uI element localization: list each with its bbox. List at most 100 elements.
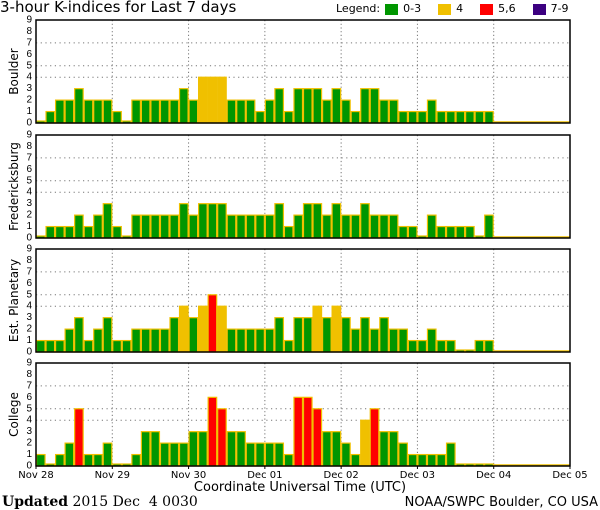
bar (45, 225, 56, 239)
bar (445, 110, 456, 124)
bar (178, 442, 189, 467)
legend-swatch-0-3 (385, 3, 399, 15)
bar (131, 453, 141, 467)
bar (274, 88, 285, 124)
y-tick-label: 5 (26, 403, 32, 414)
bar (465, 110, 475, 124)
bar (369, 214, 380, 239)
panel-frame (35, 362, 571, 467)
y-tick-label: 0 (26, 233, 32, 244)
bar (360, 203, 370, 239)
bar (255, 442, 265, 467)
bar (255, 328, 265, 353)
bar (169, 214, 180, 239)
y-tick-label: 1 (26, 106, 32, 117)
bar (331, 305, 342, 353)
panel-frame (35, 19, 571, 124)
bar (445, 225, 456, 239)
bar (45, 110, 56, 124)
bar (321, 214, 332, 239)
y-tick-label: 9 (26, 130, 32, 141)
x-tick-label: Dec 01 (247, 470, 282, 481)
bar (445, 339, 456, 353)
bar (264, 442, 275, 467)
bar (312, 88, 323, 124)
bar (150, 214, 161, 239)
bar (474, 110, 485, 124)
bar (226, 214, 237, 239)
bar (64, 225, 75, 239)
y-tick-label: 6 (26, 278, 32, 289)
y-tick-label: 4 (26, 415, 32, 426)
bar (398, 442, 408, 467)
x-tick-label: Nov 28 (18, 470, 53, 481)
bar (417, 339, 428, 353)
bar (188, 317, 199, 353)
bar (93, 453, 103, 467)
bar (217, 408, 227, 467)
bar (74, 214, 84, 239)
bar (484, 339, 494, 353)
bar (150, 431, 161, 467)
y-tick-label: 2 (26, 95, 32, 106)
x-tick-label: Nov 30 (171, 470, 206, 481)
bar (236, 431, 246, 467)
bar (169, 442, 180, 467)
bar (283, 225, 294, 239)
legend-swatch-5-6 (480, 3, 494, 15)
y-tick-label: 1 (26, 221, 32, 232)
bar (112, 339, 122, 353)
y-tick-label: 5 (26, 289, 32, 300)
bar (369, 328, 380, 353)
bar (83, 339, 94, 353)
bar (484, 110, 494, 124)
bar (150, 328, 161, 353)
bar (54, 339, 65, 353)
bar (131, 99, 141, 124)
bar (312, 408, 323, 467)
bar (255, 110, 265, 124)
bar (159, 442, 170, 467)
bar (436, 339, 447, 353)
legend-entry: 7-9 (550, 2, 569, 15)
x-tick-label: Dec 02 (324, 470, 359, 481)
bar (407, 339, 418, 353)
bar (331, 431, 342, 467)
bar (64, 328, 75, 353)
bar (131, 328, 141, 353)
bar (140, 99, 151, 124)
bar (64, 442, 75, 467)
bar (293, 88, 304, 124)
bar (54, 99, 65, 124)
y-tick-label: 1 (26, 449, 32, 460)
y-tick-label: 0 (26, 347, 32, 358)
bar (140, 328, 151, 353)
bar (102, 317, 113, 353)
chart-title: 3-hour K-indices for Last 7 days (0, 0, 237, 16)
credit: NOAA/SWPC Boulder, CO USA (404, 495, 598, 510)
bar (388, 99, 399, 124)
bar (283, 110, 294, 124)
y-tick-label: 7 (26, 37, 32, 48)
bar (178, 88, 189, 124)
legend-swatch-4 (438, 3, 452, 15)
bar (198, 76, 208, 124)
bar (93, 99, 103, 124)
panel-label: Boulder (7, 48, 21, 95)
bar (35, 339, 46, 353)
bar (255, 214, 265, 239)
bar (321, 99, 332, 124)
bar (321, 431, 332, 467)
bar (217, 203, 227, 239)
y-tick-label: 9 (26, 244, 32, 255)
bar (379, 317, 389, 353)
bar (264, 328, 275, 353)
legend-swatch-7-9 (532, 3, 546, 15)
bar (102, 99, 113, 124)
bar (388, 328, 399, 353)
bar (455, 110, 466, 124)
bar (274, 203, 285, 239)
bar (131, 214, 141, 239)
bar (417, 453, 428, 467)
